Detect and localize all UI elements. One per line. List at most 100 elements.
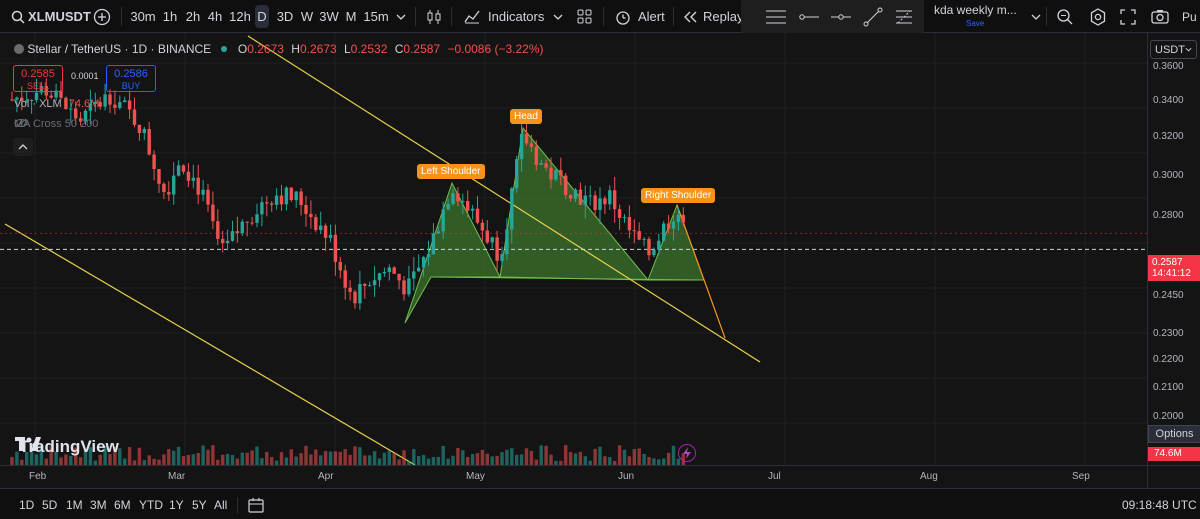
time-tick: Feb [29, 471, 47, 482]
interval-3w[interactable]: 3W [319, 9, 339, 24]
compare-add-icon[interactable] [92, 0, 112, 33]
interval-15m[interactable]: 15m [363, 9, 389, 24]
candle-body [181, 165, 186, 172]
symbol-description[interactable]: Stellar / TetherUS · 1D · BINANCE [27, 42, 212, 56]
quick-search-icon[interactable] [1055, 0, 1075, 33]
horizontal-ray-tool-icon[interactable] [798, 0, 820, 33]
chevron-down-icon[interactable] [395, 0, 407, 33]
templates-grid-icon[interactable] [576, 0, 592, 33]
chart-canvas[interactable] [0, 33, 1147, 465]
currency-selector[interactable]: USDT [1150, 40, 1197, 59]
price-axis[interactable]: USDT 0.3600 0.3400 0.3200 0.3000 0.2800 … [1147, 33, 1200, 465]
candle-body [382, 271, 387, 274]
candle-body [142, 128, 146, 134]
range-5y-button[interactable]: 5Y [192, 497, 207, 512]
volume-bar [598, 446, 602, 465]
divider [673, 7, 674, 26]
ma-cross-label[interactable]: MA Cross 50 200 [14, 118, 99, 130]
left-shoulder-label[interactable]: Left Shoulder [417, 164, 485, 179]
replay-button[interactable]: Replay [703, 9, 744, 24]
timezone-clock[interactable]: 09:18:48 UTC [1122, 497, 1197, 512]
high-value: 0.2673 [299, 42, 337, 56]
interval-1h[interactable]: 1h [162, 9, 178, 24]
layout-name[interactable]: kda weekly m... [934, 3, 1017, 17]
volume-bar [333, 451, 338, 465]
date-range-calendar-icon[interactable] [248, 489, 264, 519]
range-1y-button[interactable]: 1Y [169, 497, 184, 512]
chart-pane[interactable]: Stellar / TetherUS · 1D · BINANCE O0.267… [0, 33, 1147, 465]
range-3m-button[interactable]: 3M [90, 497, 107, 512]
candle-body [157, 169, 161, 184]
range-ytd-button[interactable]: YTD [139, 497, 163, 512]
candle-body [39, 86, 44, 93]
range-1d-button[interactable]: 1D [19, 497, 35, 512]
tradingview-watermark[interactable]: TradingView [15, 437, 119, 457]
right-shoulder-label[interactable]: Right Shoulder [641, 188, 716, 203]
range-6m-button[interactable]: 6M [114, 497, 131, 512]
range-1m-button[interactable]: 1M [66, 497, 83, 512]
volume-bar [172, 450, 176, 465]
target-projection-line [676, 204, 726, 339]
camera-snapshot-icon[interactable] [1150, 0, 1170, 33]
settings-gear-icon[interactable] [1088, 0, 1108, 33]
horizontal-lines-tool-icon[interactable] [765, 0, 787, 33]
fib-retracement-tool-icon[interactable] [893, 0, 915, 33]
candle-body [343, 270, 347, 288]
head-label[interactable]: Head [510, 109, 542, 124]
candle-body [211, 204, 215, 222]
range-all-button[interactable]: All [214, 497, 228, 512]
fullscreen-icon[interactable] [1118, 0, 1138, 33]
interval-m[interactable]: M [345, 9, 357, 24]
sell-button[interactable]: 0.2585 SELL [13, 65, 63, 92]
horizontal-line-tool-icon[interactable] [830, 0, 852, 33]
upper-trendline [247, 35, 761, 363]
time-axis[interactable]: Feb Mar Apr May Jun Jul Aug Sep [0, 465, 1147, 488]
divider [451, 7, 452, 26]
search-icon[interactable] [10, 0, 26, 33]
chevron-down-icon[interactable] [552, 0, 564, 33]
volume-label[interactable]: Vol · XLM [14, 98, 62, 110]
replay-rewind-icon[interactable] [682, 0, 698, 33]
candles-chart-type-icon[interactable] [425, 0, 443, 33]
volume-bar [348, 454, 352, 465]
candle-body [627, 217, 632, 231]
layout-save-status[interactable]: Save [966, 18, 985, 28]
volume-bar [436, 456, 440, 465]
range-5d-button[interactable]: 5D [42, 497, 58, 512]
buy-button[interactable]: 0.2586 BUY [106, 65, 156, 92]
volume-bar [108, 453, 112, 465]
interval-4h[interactable]: 4h [207, 9, 223, 24]
chevron-down-icon[interactable] [1030, 0, 1042, 33]
candle-body [279, 195, 284, 205]
volume-bar [510, 448, 514, 465]
volume-bar [260, 458, 264, 465]
volume-bar [652, 458, 656, 465]
symbol-search[interactable]: XLMUSDT [28, 9, 91, 24]
alarm-clock-icon[interactable] [614, 0, 632, 33]
volume-bar [441, 445, 445, 465]
volume-bar [485, 453, 489, 465]
trend-line-tool-icon[interactable] [862, 0, 884, 33]
candle-body [461, 201, 465, 203]
interval-30m[interactable]: 30m [130, 9, 156, 24]
options-button[interactable]: Options [1148, 425, 1200, 443]
time-tick: Jun [618, 471, 635, 482]
volume-bar [382, 452, 387, 465]
volume-bar [201, 445, 205, 465]
publish-button-partial[interactable]: Pu [1182, 9, 1197, 24]
interval-d[interactable]: D [255, 5, 269, 28]
collapse-legend-button[interactable] [13, 138, 33, 156]
volume-bar [240, 452, 244, 465]
interval-w[interactable]: W [300, 9, 314, 24]
interval-2h[interactable]: 2h [185, 9, 201, 24]
interval-3d[interactable]: 3D [276, 9, 294, 24]
indicators-icon[interactable] [463, 0, 481, 33]
interval-12h[interactable]: 12h [229, 9, 251, 24]
candle-body [162, 183, 166, 193]
lightning-events-icon[interactable] [678, 444, 696, 462]
alert-button[interactable]: Alert [638, 9, 665, 24]
candle-body [588, 195, 592, 197]
indicators-button[interactable]: Indicators [488, 9, 545, 24]
candle-body [137, 124, 142, 134]
volume-bar [637, 448, 641, 465]
